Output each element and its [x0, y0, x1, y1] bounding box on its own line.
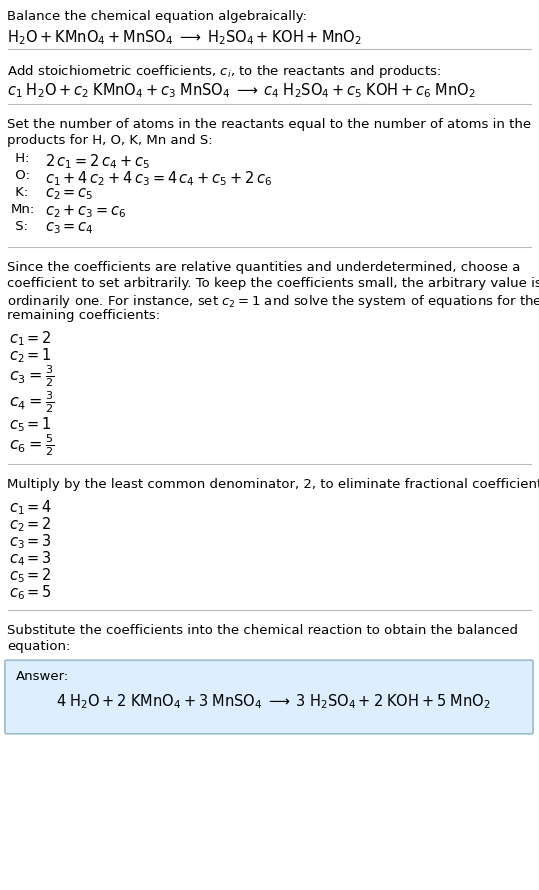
Text: $c_4 = 3$: $c_4 = 3$: [9, 549, 52, 568]
Text: Since the coefficients are relative quantities and underdetermined, choose a: Since the coefficients are relative quan…: [7, 261, 520, 274]
Text: Answer:: Answer:: [16, 670, 69, 683]
Text: $c_2 = 1$: $c_2 = 1$: [9, 346, 52, 365]
Text: $c_1\;\mathdefault{H_2O} + c_2\;\mathdefault{KMnO_4} + c_3\;\mathdefault{MnSO_4}: $c_1\;\mathdefault{H_2O} + c_2\;\mathdef…: [7, 81, 476, 100]
Text: $c_6 = 5$: $c_6 = 5$: [9, 583, 52, 602]
FancyBboxPatch shape: [5, 660, 533, 733]
Text: remaining coefficients:: remaining coefficients:: [7, 309, 160, 322]
Text: Balance the chemical equation algebraically:: Balance the chemical equation algebraica…: [7, 10, 307, 23]
Text: coefficient to set arbitrarily. To keep the coefficients small, the arbitrary va: coefficient to set arbitrarily. To keep …: [7, 277, 539, 290]
Text: Substitute the coefficients into the chemical reaction to obtain the balanced: Substitute the coefficients into the che…: [7, 624, 518, 637]
Text: $c_3 = c_4$: $c_3 = c_4$: [45, 220, 94, 236]
Text: $2\,c_1 = 2\,c_4 + c_5$: $2\,c_1 = 2\,c_4 + c_5$: [45, 152, 150, 171]
Text: Add stoichiometric coefficients, $c_i$, to the reactants and products:: Add stoichiometric coefficients, $c_i$, …: [7, 63, 441, 80]
Text: equation:: equation:: [7, 640, 71, 653]
Text: $c_1 + 4\,c_2 + 4\,c_3 = 4\,c_4 + c_5 + 2\,c_6$: $c_1 + 4\,c_2 + 4\,c_3 = 4\,c_4 + c_5 + …: [45, 169, 272, 188]
Text: $4\;\mathdefault{H_2O} + 2\;\mathdefault{KMnO_4} + 3\;\mathdefault{MnSO_4}$$\;\l: $4\;\mathdefault{H_2O} + 2\;\mathdefault…: [56, 692, 490, 711]
Text: Set the number of atoms in the reactants equal to the number of atoms in the: Set the number of atoms in the reactants…: [7, 118, 531, 131]
Text: ordinarily one. For instance, set $c_2 = 1$ and solve the system of equations fo: ordinarily one. For instance, set $c_2 =…: [7, 293, 539, 310]
Text: $c_1 = 2$: $c_1 = 2$: [9, 329, 52, 348]
Text: S:: S:: [11, 220, 28, 233]
Text: $c_1 = 4$: $c_1 = 4$: [9, 498, 52, 517]
Text: Mn:: Mn:: [11, 203, 35, 216]
Text: $c_6 = \frac{5}{2}$: $c_6 = \frac{5}{2}$: [9, 432, 54, 457]
Text: $c_2 + c_3 = c_6$: $c_2 + c_3 = c_6$: [45, 203, 127, 220]
Text: $c_3 = 3$: $c_3 = 3$: [9, 532, 52, 551]
Text: O:: O:: [11, 169, 30, 182]
Text: $c_5 = 1$: $c_5 = 1$: [9, 415, 52, 433]
Text: Multiply by the least common denominator, 2, to eliminate fractional coefficient: Multiply by the least common denominator…: [7, 478, 539, 491]
Text: H:: H:: [11, 152, 30, 165]
Text: $c_4 = \frac{3}{2}$: $c_4 = \frac{3}{2}$: [9, 389, 54, 415]
Text: $c_5 = 2$: $c_5 = 2$: [9, 566, 52, 585]
Text: $\mathdefault{H_2O + KMnO_4 + MnSO_4}$$\;\longrightarrow\;$$\mathdefault{H_2SO_4: $\mathdefault{H_2O + KMnO_4 + MnSO_4}$$\…: [7, 28, 362, 46]
Text: K:: K:: [11, 186, 28, 199]
Text: $c_3 = \frac{3}{2}$: $c_3 = \frac{3}{2}$: [9, 363, 54, 389]
Text: $c_2 = 2$: $c_2 = 2$: [9, 515, 52, 534]
Text: $c_2 = c_5$: $c_2 = c_5$: [45, 186, 94, 202]
Text: products for H, O, K, Mn and S:: products for H, O, K, Mn and S:: [7, 134, 212, 147]
